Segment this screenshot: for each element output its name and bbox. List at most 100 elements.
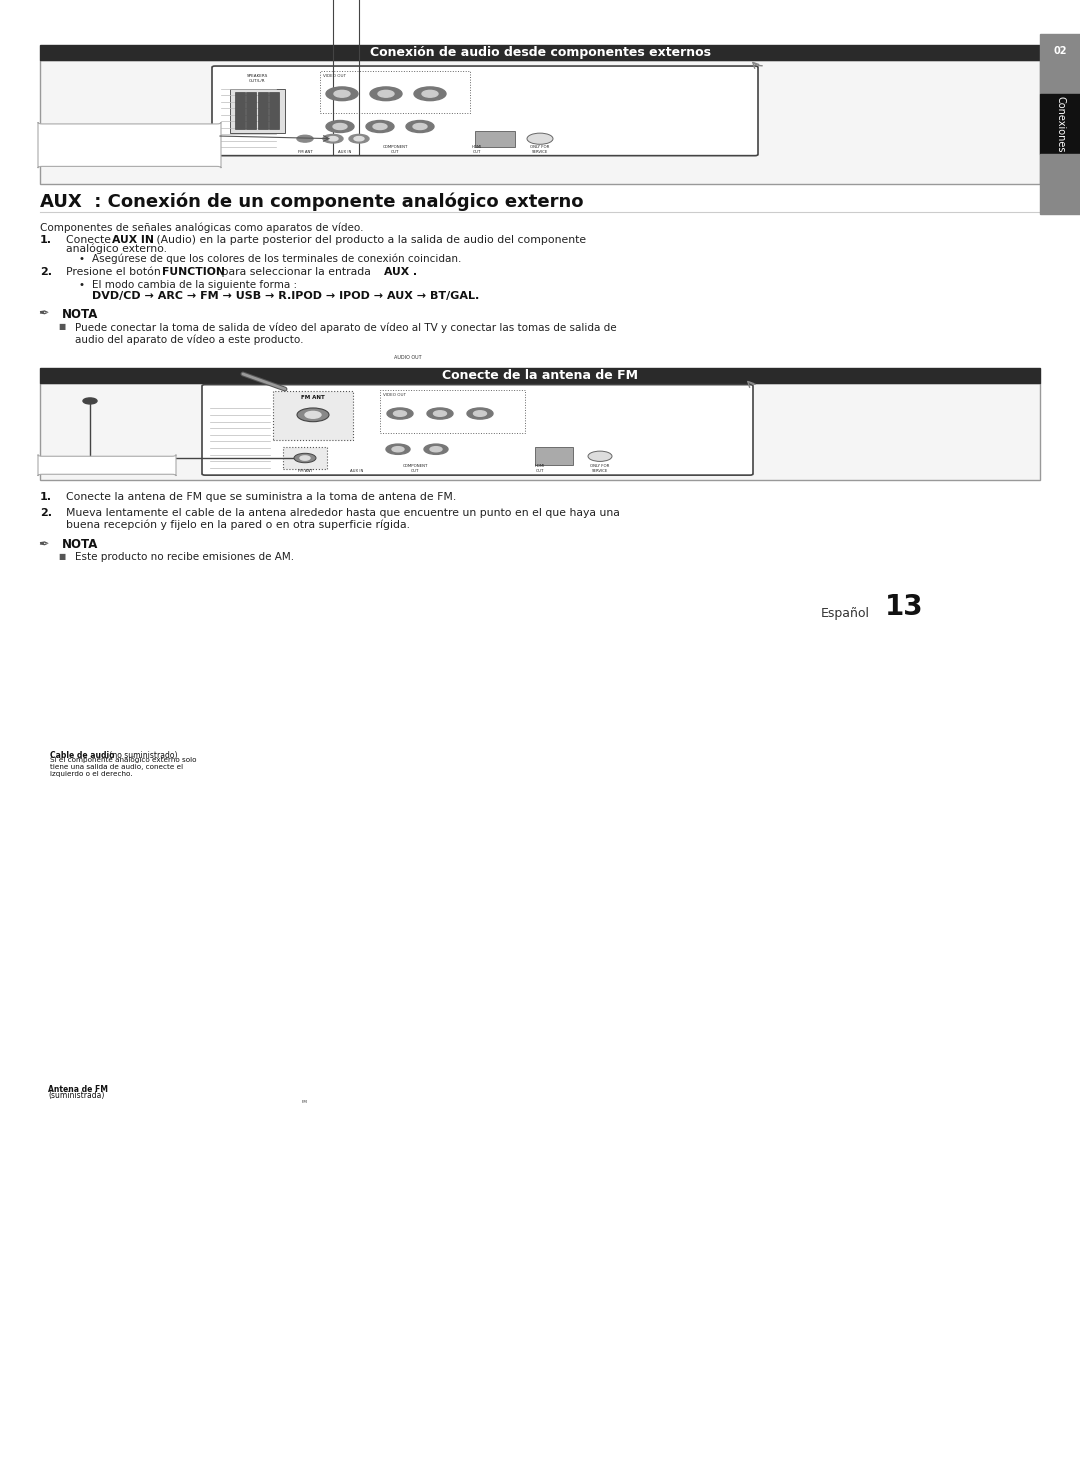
Bar xyxy=(269,92,279,128)
Text: AUX IN: AUX IN xyxy=(111,235,153,245)
Text: COMPONENT
OUT: COMPONENT OUT xyxy=(382,145,407,154)
Circle shape xyxy=(427,407,453,419)
Text: NOTA: NOTA xyxy=(62,539,98,551)
Circle shape xyxy=(354,137,364,140)
Text: ✒: ✒ xyxy=(38,539,49,551)
Bar xyxy=(475,131,515,146)
Text: SPEAKERS
OUT/L/R: SPEAKERS OUT/L/R xyxy=(247,74,268,83)
Text: AUX IN: AUX IN xyxy=(338,149,352,154)
Bar xyxy=(273,391,353,440)
Circle shape xyxy=(392,447,404,452)
Text: VIDEO OUT: VIDEO OUT xyxy=(323,74,346,78)
FancyBboxPatch shape xyxy=(38,455,176,475)
Text: 13: 13 xyxy=(885,593,923,621)
Text: Conecte la antena de FM que se suministra a la toma de antena de FM.: Conecte la antena de FM que se suministr… xyxy=(66,493,456,502)
Text: Conecte de la antena de FM: Conecte de la antena de FM xyxy=(442,369,638,382)
Circle shape xyxy=(406,121,434,133)
Text: AUDIO OUT: AUDIO OUT xyxy=(394,356,421,360)
Text: 2.: 2. xyxy=(40,267,52,276)
Bar xyxy=(40,61,1040,184)
Text: •: • xyxy=(78,254,84,264)
Text: HDMI
OUT: HDMI OUT xyxy=(472,145,482,154)
Text: •: • xyxy=(78,279,84,289)
Bar xyxy=(320,71,470,112)
Circle shape xyxy=(297,136,313,142)
Circle shape xyxy=(366,121,394,133)
Bar xyxy=(283,447,327,468)
Bar xyxy=(230,89,285,133)
Text: COMPONENT
OUT: COMPONENT OUT xyxy=(403,463,428,472)
Bar xyxy=(1040,155,1080,214)
Text: ■: ■ xyxy=(58,552,65,561)
Circle shape xyxy=(433,410,446,416)
Text: analógico externo.: analógico externo. xyxy=(66,244,167,254)
Text: FM ANT: FM ANT xyxy=(298,468,312,472)
FancyBboxPatch shape xyxy=(212,66,758,155)
Circle shape xyxy=(323,134,343,143)
Circle shape xyxy=(326,87,357,100)
Text: Presione el botón: Presione el botón xyxy=(66,267,164,276)
Circle shape xyxy=(527,133,553,145)
Text: HDMI
OUT: HDMI OUT xyxy=(535,463,545,472)
Circle shape xyxy=(333,124,347,130)
Circle shape xyxy=(328,137,338,140)
Text: (Audio) en la parte posterior del producto a la salida de audio del componente: (Audio) en la parte posterior del produc… xyxy=(153,235,586,245)
Circle shape xyxy=(373,124,387,130)
FancyBboxPatch shape xyxy=(38,123,221,168)
Bar xyxy=(40,46,1040,61)
Text: 2.: 2. xyxy=(40,508,52,518)
Text: Puede conectar la toma de salida de vídeo del aparato de vídeo al TV y conectar : Puede conectar la toma de salida de víde… xyxy=(75,322,617,345)
Text: Asegúrese de que los colores de los terminales de conexión coincidan.: Asegúrese de que los colores de los term… xyxy=(92,254,461,264)
Text: Conecte: Conecte xyxy=(66,235,114,245)
Text: ONLY FOR
SERVICE: ONLY FOR SERVICE xyxy=(591,463,609,472)
Bar xyxy=(535,447,573,465)
Text: (suministrada): (suministrada) xyxy=(48,1091,105,1100)
Circle shape xyxy=(300,456,310,461)
Circle shape xyxy=(305,412,321,418)
Circle shape xyxy=(387,407,413,419)
Text: VIDEO OUT: VIDEO OUT xyxy=(383,393,406,397)
Circle shape xyxy=(413,124,427,130)
Circle shape xyxy=(424,444,448,455)
Text: 1.: 1. xyxy=(40,493,52,502)
Bar xyxy=(257,92,268,128)
Text: FM ANT: FM ANT xyxy=(298,149,312,154)
Circle shape xyxy=(467,407,492,419)
Text: Español: Español xyxy=(821,607,870,620)
Text: AUX  : Conexión de un componente analógico externo: AUX : Conexión de un componente analógic… xyxy=(40,193,583,211)
Text: AUX IN: AUX IN xyxy=(350,468,364,472)
Bar xyxy=(380,390,525,432)
Text: (no suministrado): (no suministrado) xyxy=(107,751,177,760)
FancyBboxPatch shape xyxy=(202,385,753,475)
Bar xyxy=(40,368,1040,382)
Text: para seleccionar la entrada: para seleccionar la entrada xyxy=(218,267,375,276)
Text: AUX .: AUX . xyxy=(384,267,417,276)
Circle shape xyxy=(326,121,354,133)
Text: ✒: ✒ xyxy=(38,308,49,320)
Text: Antena de FM: Antena de FM xyxy=(48,1085,108,1094)
Bar xyxy=(1040,94,1080,155)
Text: DVD/CD → ARC → FM → USB → R.IPOD → IPOD → AUX → BT/GAL.: DVD/CD → ARC → FM → USB → R.IPOD → IPOD … xyxy=(92,291,480,301)
Text: 02: 02 xyxy=(1053,46,1067,56)
Bar xyxy=(1040,34,1080,94)
Circle shape xyxy=(349,134,369,143)
Text: Si el componente analógico externo solo
tiene una salida de audio, conecte el
iz: Si el componente analógico externo solo … xyxy=(50,756,197,778)
Circle shape xyxy=(370,87,402,100)
Bar xyxy=(40,382,1040,480)
Text: El modo cambia de la siguiente forma :: El modo cambia de la siguiente forma : xyxy=(92,279,297,289)
Circle shape xyxy=(334,90,350,97)
Circle shape xyxy=(588,452,612,462)
Circle shape xyxy=(294,453,316,463)
Text: ■: ■ xyxy=(58,322,65,332)
Circle shape xyxy=(83,399,97,404)
Text: Componentes de señales analógicas como aparatos de vídeo.: Componentes de señales analógicas como a… xyxy=(40,221,364,233)
Bar xyxy=(235,92,245,128)
Text: Cable de audio: Cable de audio xyxy=(50,751,114,760)
Text: Mueva lentamente el cable de la antena alrededor hasta que encuentre un punto en: Mueva lentamente el cable de la antena a… xyxy=(66,508,620,530)
Bar xyxy=(246,92,256,128)
Circle shape xyxy=(378,90,394,97)
Circle shape xyxy=(430,447,442,452)
Text: NOTA: NOTA xyxy=(62,308,98,320)
Text: FM ANT: FM ANT xyxy=(301,394,325,400)
Circle shape xyxy=(422,90,438,97)
